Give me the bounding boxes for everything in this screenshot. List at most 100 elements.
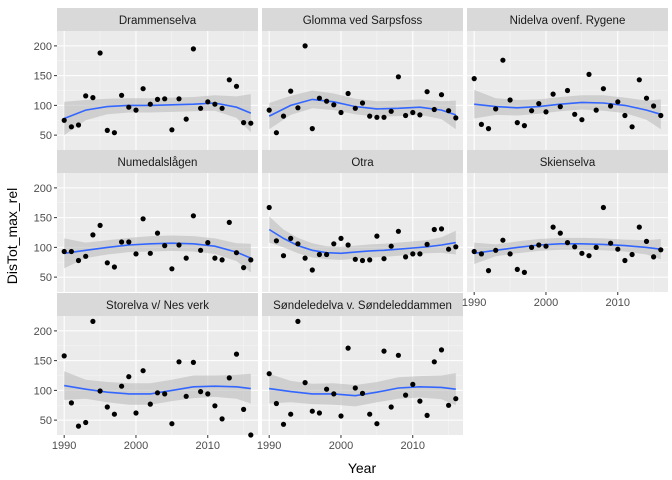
- facet-strip-label: Skienselva: [540, 157, 596, 169]
- facet-strip: [262, 150, 463, 173]
- y-tick-label: 150: [34, 356, 52, 368]
- data-point: [345, 242, 351, 248]
- data-point: [579, 117, 585, 123]
- data-point: [288, 411, 294, 417]
- data-point: [280, 253, 287, 259]
- data-point: [248, 120, 254, 126]
- data-point: [176, 242, 182, 248]
- data-point: [331, 391, 337, 397]
- y-tick-label: 150: [34, 71, 52, 83]
- data-point: [636, 224, 642, 230]
- data-point: [198, 105, 204, 111]
- data-point: [75, 122, 82, 128]
- data-point: [629, 124, 635, 130]
- data-point: [345, 90, 351, 97]
- x-tick-label: 2010: [401, 440, 425, 452]
- data-point: [381, 114, 387, 120]
- data-point: [536, 242, 542, 248]
- data-point: [403, 254, 409, 260]
- data-point: [453, 396, 459, 402]
- data-point: [119, 92, 125, 98]
- data-point: [266, 107, 272, 113]
- data-point: [190, 213, 196, 219]
- data-point: [367, 257, 373, 263]
- facet-panel: Nidelva ovenf. Rygene: [467, 8, 668, 150]
- data-point: [309, 126, 315, 132]
- data-point: [471, 248, 477, 255]
- confidence-ribbon: [64, 371, 251, 405]
- facet-panel: Otra: [262, 150, 463, 292]
- data-point: [600, 86, 607, 92]
- data-point: [176, 96, 182, 102]
- data-point: [359, 100, 366, 106]
- data-point: [126, 374, 132, 380]
- data-point: [643, 95, 650, 101]
- smooth-trend-line: [64, 384, 251, 395]
- data-point: [147, 401, 153, 407]
- data-point: [388, 404, 394, 410]
- data-point: [395, 352, 401, 358]
- data-point: [500, 57, 506, 63]
- y-tick-label: 200: [34, 41, 52, 53]
- data-point: [507, 251, 513, 257]
- data-point: [367, 113, 373, 119]
- data-point: [338, 235, 344, 241]
- data-point: [68, 400, 74, 406]
- facet-strip: [57, 150, 258, 173]
- data-point: [97, 388, 103, 394]
- smooth-trend-line: [474, 101, 662, 116]
- data-point: [273, 238, 279, 244]
- data-point: [615, 246, 621, 252]
- data-point: [453, 244, 459, 250]
- data-point: [119, 383, 125, 389]
- data-point: [493, 247, 499, 253]
- data-point: [453, 115, 459, 121]
- facet-strip-label: Nidelva ovenf. Rygene: [510, 15, 626, 27]
- data-point: [410, 251, 416, 257]
- smooth-trend-line: [63, 102, 252, 120]
- data-point: [295, 105, 301, 111]
- data-point: [374, 421, 380, 427]
- facet-panel: Søndeledelva v. Søndeleddammen: [262, 293, 463, 435]
- data-point: [521, 123, 528, 129]
- data-point: [288, 235, 294, 241]
- data-point: [219, 416, 225, 422]
- data-point: [133, 251, 139, 257]
- data-point: [140, 216, 146, 222]
- data-point: [446, 246, 452, 252]
- data-point: [586, 253, 592, 259]
- data-point: [395, 228, 401, 234]
- data-point: [629, 251, 635, 258]
- data-point: [403, 392, 409, 398]
- data-point: [446, 402, 452, 408]
- data-point: [352, 256, 358, 262]
- data-point: [478, 251, 484, 257]
- data-point: [316, 95, 322, 101]
- data-point: [446, 108, 452, 114]
- facet-strip: [467, 150, 668, 173]
- data-point: [302, 255, 308, 261]
- data-point: [550, 224, 556, 230]
- facet-panel: Glomma ved Sarpsfoss: [262, 8, 463, 150]
- data-point: [133, 410, 139, 416]
- data-point: [241, 406, 247, 412]
- data-point: [529, 108, 535, 114]
- data-point: [288, 88, 294, 94]
- data-point: [424, 241, 430, 247]
- smooth-trend-line: [268, 228, 456, 255]
- data-point: [478, 121, 484, 127]
- smooth-trend-line: [64, 242, 252, 259]
- data-point: [324, 251, 330, 258]
- data-point: [119, 239, 125, 245]
- data-point: [316, 410, 322, 416]
- y-tick-label: 50: [40, 272, 52, 284]
- data-point: [424, 412, 430, 418]
- data-point: [266, 371, 272, 377]
- data-point: [198, 389, 204, 395]
- data-point: [154, 390, 161, 396]
- data-point: [309, 408, 315, 414]
- facet-strip-label: Otra: [351, 157, 374, 169]
- facet-panel: Drammenselva: [57, 8, 258, 150]
- data-point: [147, 250, 153, 256]
- y-tick-label: 200: [34, 326, 52, 338]
